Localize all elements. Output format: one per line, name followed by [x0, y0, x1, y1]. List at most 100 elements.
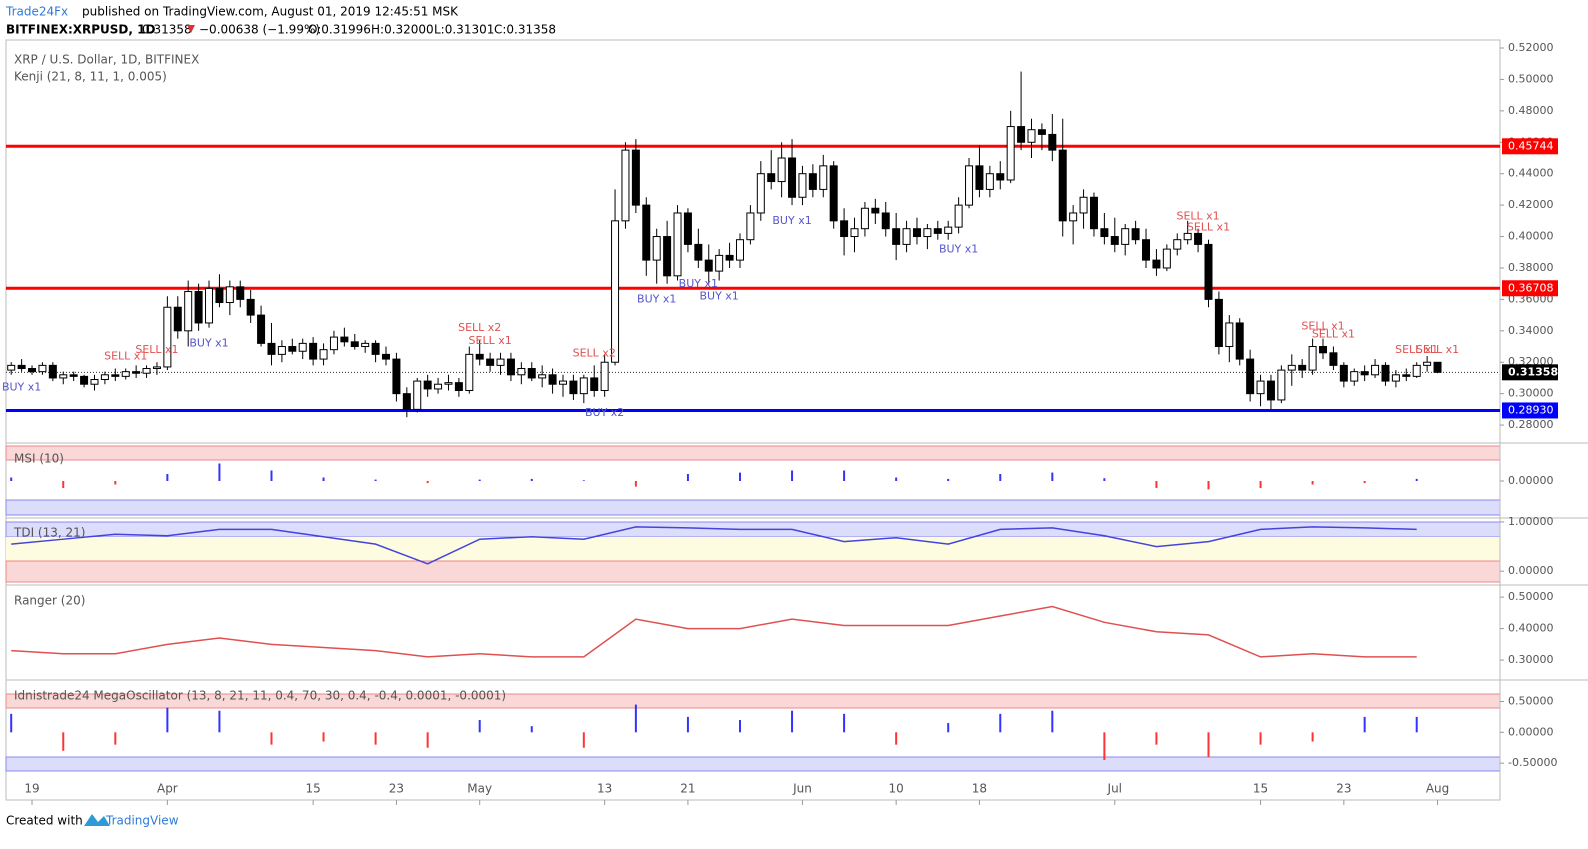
footer-brand[interactable]: TradingView	[105, 814, 179, 828]
y-tick-label: -0.50000	[1508, 756, 1557, 769]
candle-body	[1204, 243, 1213, 300]
candle-body	[600, 361, 609, 392]
candle-body	[1277, 369, 1286, 401]
published: published on TradingView.com, August 01,…	[82, 5, 459, 19]
candle-body	[735, 239, 744, 261]
candle-body	[392, 358, 401, 395]
y-tick-label: 0.30000	[1508, 653, 1554, 666]
candle-body	[90, 379, 99, 385]
y-tick-label: 0.00000	[1508, 725, 1554, 738]
candle-body	[371, 342, 380, 355]
candle-body	[788, 157, 797, 198]
level-tag	[1502, 280, 1558, 297]
y-tick-label: 0.48000	[1508, 104, 1554, 117]
candle-body	[142, 368, 151, 374]
x-tick-label: May	[467, 782, 492, 796]
candle-body	[538, 374, 547, 379]
candle-body	[1006, 126, 1015, 181]
candle-body	[1402, 374, 1411, 377]
y-tick-label: 0.28000	[1508, 418, 1554, 431]
y-tick-label: 0.30000	[1508, 387, 1554, 400]
last-price-tag	[1502, 364, 1558, 381]
ohlc-high: H:0.32000	[371, 23, 434, 37]
ohlc-low: L:0.31301	[434, 23, 494, 37]
candle-body	[486, 358, 495, 366]
candle-body	[1423, 361, 1432, 366]
y-tick-label: 0.40000	[1508, 622, 1554, 635]
candle-body	[611, 220, 620, 363]
candle-body	[808, 173, 817, 190]
x-tick-label: Jul	[1107, 782, 1122, 796]
x-tick-label: 23	[1336, 782, 1351, 796]
candle-body	[444, 382, 453, 385]
y-tick-label: 0.50000	[1508, 590, 1554, 603]
candle-body	[517, 368, 526, 376]
x-tick-label: 18	[972, 782, 987, 796]
last: 0.31358	[142, 23, 192, 37]
candle-body	[465, 353, 474, 392]
last-price-label: 0.31358	[1508, 365, 1558, 378]
candle-body	[631, 149, 640, 206]
band-lower	[5, 756, 1501, 772]
candle-body	[871, 207, 880, 214]
ohlc-open: O:0.31996	[308, 23, 371, 37]
change: −0.00638 (−1.99%)	[199, 23, 320, 37]
x-tick-label: Aug	[1426, 782, 1449, 796]
candle-body	[288, 346, 297, 352]
candle-body	[1319, 346, 1328, 354]
x-tick-label: 13	[597, 782, 612, 796]
y-tick-label: 0.38000	[1508, 261, 1554, 274]
band-lower	[5, 499, 1501, 516]
candle-body	[933, 228, 942, 234]
x-tick-label: 21	[680, 782, 695, 796]
y-tick-label: 0.52000	[1508, 41, 1554, 54]
candle-body	[652, 236, 661, 261]
candle-body	[1433, 361, 1442, 373]
candle-body	[954, 204, 963, 228]
candle-body	[881, 212, 890, 230]
candle-body	[621, 149, 630, 222]
y-tick-label: 0.00000	[1508, 564, 1554, 577]
candle-body	[663, 236, 672, 277]
candle-body	[434, 383, 443, 390]
candle-body	[558, 380, 567, 385]
sell-signal: SELL x1	[135, 343, 178, 356]
down-arrow	[187, 25, 195, 33]
candle-body	[1142, 239, 1151, 261]
candle-body	[1287, 364, 1296, 371]
candle-body	[340, 336, 349, 343]
candle-body	[1089, 196, 1098, 230]
buy-signal: BUY x1	[637, 293, 676, 306]
candle-body	[163, 306, 172, 368]
candle-body	[267, 342, 276, 355]
pane-title: TDI (13, 21)	[13, 526, 85, 540]
candle-body	[1308, 346, 1317, 371]
candle-body	[100, 374, 109, 381]
candle-body	[1183, 232, 1192, 241]
candle-body	[1266, 380, 1275, 401]
line	[11, 605, 1417, 658]
x-tick-label: 15	[305, 782, 320, 796]
sell-signal: SELL x1	[1312, 328, 1355, 341]
x-tick-label: Jun	[792, 782, 812, 796]
candle-body	[850, 228, 859, 238]
candle-body	[767, 173, 776, 183]
sell-signal: SELL x1	[1416, 343, 1459, 356]
candle-body	[704, 259, 713, 272]
pane-title: Ranger (20)	[14, 594, 85, 608]
legend-indicator: Kenji (21, 8, 11, 1, 0.005)	[14, 70, 167, 84]
publisher[interactable]: Trade24Fx	[5, 5, 68, 19]
candle-body	[475, 353, 484, 360]
candle-body	[1027, 129, 1036, 143]
candle-body	[777, 157, 786, 183]
candle-body	[1256, 380, 1265, 395]
candle-body	[1058, 149, 1067, 222]
candle-body	[80, 375, 89, 385]
candle-body	[1110, 236, 1119, 245]
symbol: BITFINEX:XRPUSD, 1D	[6, 23, 155, 37]
candle-body	[329, 336, 338, 351]
candle-body	[111, 374, 120, 377]
